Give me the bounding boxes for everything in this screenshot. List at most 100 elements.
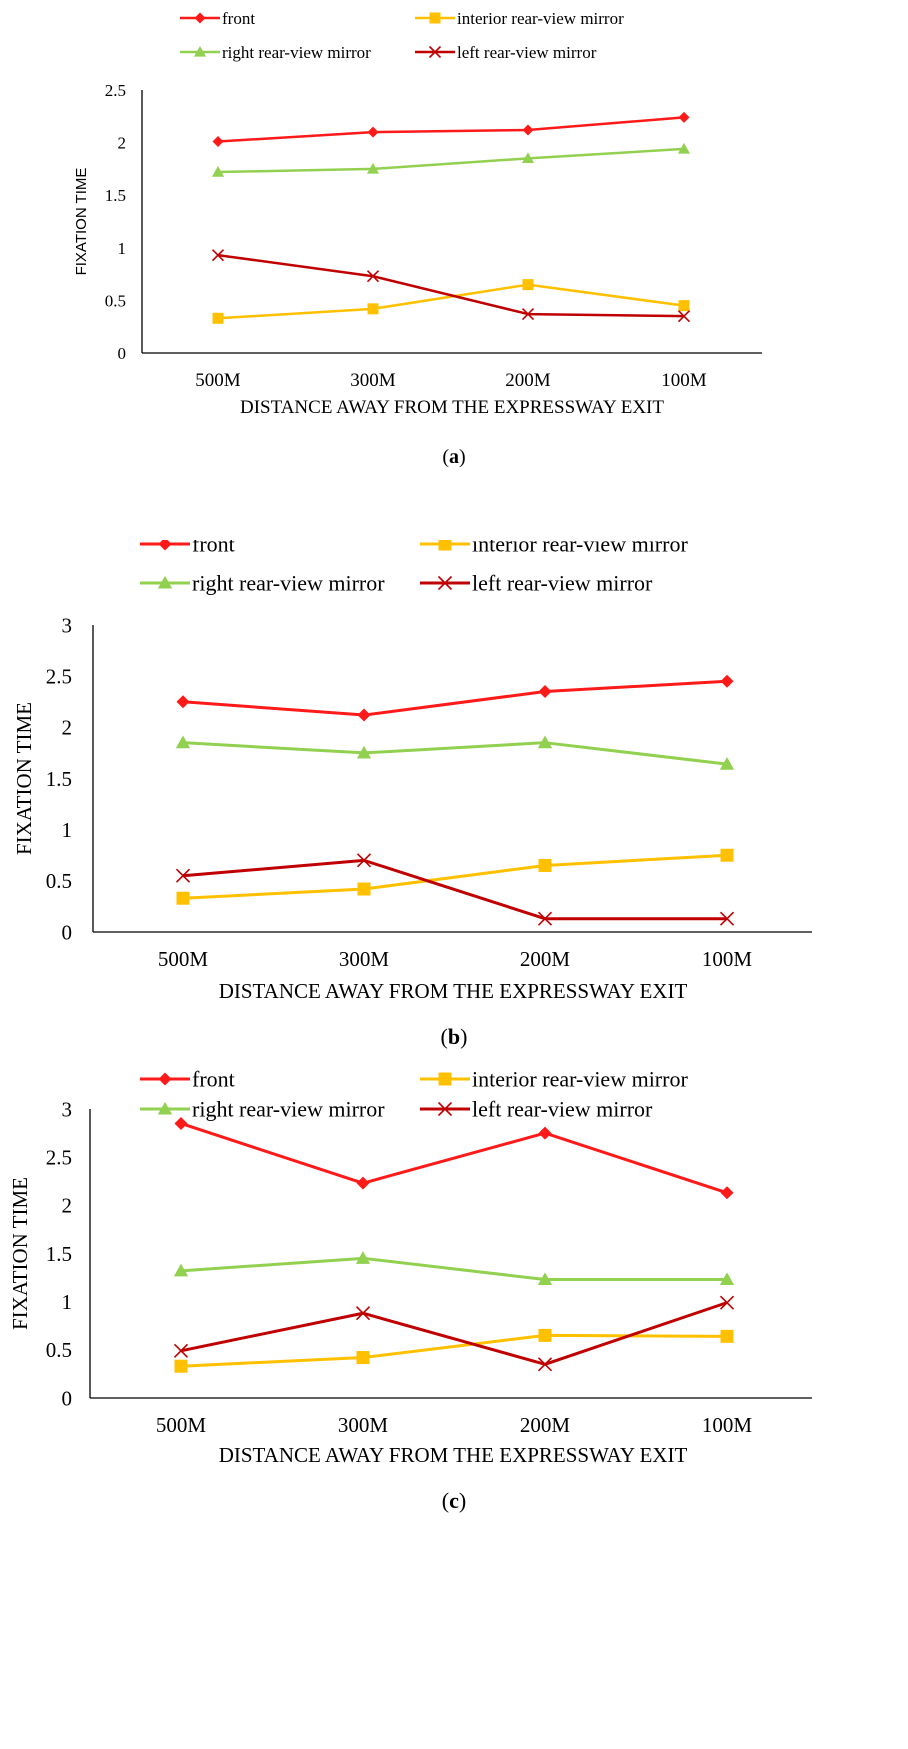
data-point	[355, 1306, 371, 1321]
series-line	[182, 858, 727, 921]
series-line	[182, 679, 728, 717]
data-point	[538, 858, 552, 872]
data-point	[356, 853, 372, 868]
x-tick-label: 300M	[338, 1413, 389, 1437]
data-point	[719, 757, 735, 770]
y-tick-label: 1.5	[105, 186, 126, 205]
data-point	[719, 1272, 735, 1286]
legend-item: interior rear-view mirror	[420, 540, 688, 557]
y-tick-label: 1	[118, 239, 127, 258]
x-tick-label: 100M	[702, 947, 753, 971]
y-tick-label: 1	[62, 1290, 73, 1314]
data-point	[719, 1295, 735, 1310]
legend: front interior rear-view mirror right rear…	[140, 540, 688, 596]
y-axis-label: FIXATION TIME	[12, 702, 36, 855]
y-tick-label: 1.5	[46, 767, 72, 791]
data-point	[367, 126, 379, 138]
x-axis-label: DISTANCE AWAY FROM THE EXPRESSWAY EXIT	[219, 979, 688, 1003]
data-point	[356, 1351, 370, 1365]
figure-caption: (b)	[441, 1024, 468, 1049]
x-tick-label: 500M	[195, 370, 241, 391]
legend-label: right rear-view mirror	[222, 43, 371, 62]
y-axis-label: FIXATION TIME	[8, 1177, 32, 1330]
legend-label: front	[192, 540, 235, 557]
data-point	[173, 1263, 189, 1277]
y-tick-label: 3	[62, 1097, 73, 1121]
legend-item: right rear-view mirror	[140, 571, 385, 596]
series-right-rear-view-mirror	[211, 142, 691, 177]
legend-label: interior rear-view mirror	[457, 9, 624, 28]
data-point	[720, 1329, 734, 1343]
data-point	[538, 1328, 552, 1342]
legend-item: left rear-view mirror	[415, 43, 597, 62]
data-point	[174, 1116, 188, 1130]
data-point	[174, 1359, 188, 1373]
y-tick-label: 3	[62, 613, 73, 637]
y-tick-label: 2	[62, 1194, 73, 1218]
legend-marker	[157, 575, 173, 589]
data-point	[522, 279, 534, 291]
data-point	[355, 1251, 371, 1264]
legend-label: left rear-view mirror	[457, 43, 597, 62]
legend-label: interior rear-view mirror	[472, 1067, 688, 1092]
chart-panel-b: front interior rear-view mirror right rear…	[0, 540, 908, 1100]
data-point	[677, 310, 691, 323]
data-point	[357, 882, 371, 896]
data-point	[211, 249, 225, 262]
series-right-rear-view-mirror	[175, 735, 735, 770]
y-tick-label: 0.5	[46, 869, 72, 893]
y-tick-label: 2.5	[46, 1146, 72, 1170]
data-point	[720, 848, 734, 862]
legend-item: interior rear-view mirror	[415, 9, 624, 28]
series-interior-rear-view-mirror	[176, 848, 734, 905]
legend-label: interior rear-view mirror	[472, 540, 688, 557]
data-point	[366, 162, 380, 174]
legend-label: right rear-view mirror	[192, 571, 385, 596]
data-point	[175, 868, 191, 883]
data-point	[720, 674, 734, 688]
y-tick-label: 2.5	[105, 81, 126, 100]
data-point	[176, 891, 190, 905]
data-point	[212, 312, 224, 324]
y-tick-label: 0	[118, 344, 127, 363]
y-tick-label: 0.5	[105, 291, 126, 310]
x-axis-label: DISTANCE AWAY FROM THE EXPRESSWAY EXIT	[240, 397, 664, 418]
series-line	[180, 1301, 728, 1366]
x-tick-label: 200M	[505, 370, 551, 391]
legend-marker	[158, 1072, 172, 1086]
data-point	[720, 1186, 734, 1200]
chart-svg-a: front interior rear-view mirror right rear…	[73, 9, 762, 468]
data-point	[677, 142, 691, 154]
data-point	[173, 1343, 189, 1358]
data-point	[537, 735, 553, 749]
chart-panel-a: front interior rear-view mirror right rear…	[0, 0, 908, 520]
y-tick-label: 0.5	[46, 1338, 72, 1362]
series-line	[217, 283, 685, 320]
data-point	[538, 685, 552, 699]
series-front	[174, 1116, 734, 1200]
data-point	[212, 136, 224, 148]
legend-item: left rear-view mirror	[420, 571, 653, 596]
series-interior-rear-view-mirror	[212, 279, 690, 324]
legend-item: right rear-view mirror	[180, 43, 371, 62]
series-left-rear-view-mirror	[173, 1295, 735, 1372]
legend-marker	[438, 540, 452, 551]
legend-marker	[158, 540, 172, 551]
y-axis-label: FIXATION TIME	[73, 168, 90, 276]
legend: front interior rear-view mirror right rear…	[140, 1067, 688, 1122]
x-tick-label: 300M	[350, 370, 396, 391]
x-tick-label: 100M	[661, 370, 707, 391]
legend-marker	[437, 1101, 453, 1117]
data-point	[522, 124, 534, 136]
data-point	[367, 303, 379, 315]
legend-item: front	[140, 540, 235, 557]
legend-marker	[437, 575, 453, 591]
legend-item: front	[180, 9, 255, 28]
y-tick-label: 1	[62, 818, 73, 842]
legend-label: right rear-view mirror	[192, 1097, 385, 1122]
series-right-rear-view-mirror	[173, 1251, 735, 1286]
data-point	[678, 300, 690, 312]
legend-label: front	[192, 1067, 235, 1092]
series-left-rear-view-mirror	[211, 249, 691, 323]
chart-svg-c: front interior rear-view mirror right rear…	[8, 1067, 812, 1513]
